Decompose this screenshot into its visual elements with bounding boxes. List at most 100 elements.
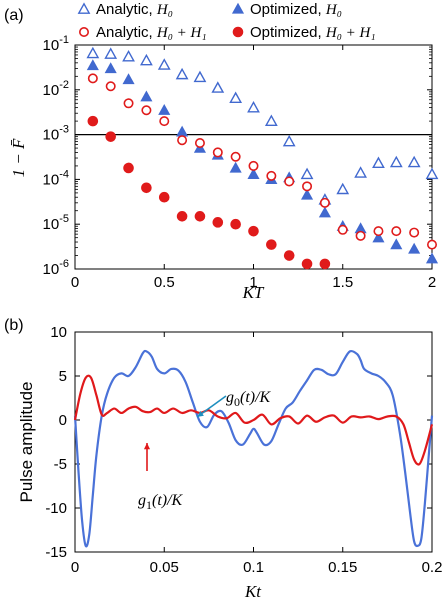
legend-entry-text: Analytic, [96,24,157,41]
data-point [389,155,403,168]
data-point [390,238,403,250]
annotation-subscript: 0 [234,395,240,409]
y-tick-label-exponent: -3 [59,124,69,136]
data-point [230,151,241,162]
panel-a-marks [86,46,439,270]
y-tick-label: 10-3 [43,124,69,144]
legend-entry-text: Analytic, [96,1,157,18]
panel-b-frame [74,331,433,553]
data-point [194,137,205,148]
y-tick-label: -5 [54,456,67,473]
data-point [158,103,171,115]
data-point [301,258,313,270]
series-2 [87,73,437,250]
data-point [337,224,348,235]
annotation-g1-label: g1(t)/K [138,492,184,512]
x-tick-label: 0.15 [328,559,357,576]
series-line-0 [73,349,434,548]
data-point [230,218,241,230]
data-point [354,166,367,178]
annotation-subscript: 1 [146,498,152,512]
x-tick-label: 0.5 [154,274,175,291]
y-tick-label-base: 10 [43,261,60,278]
data-point [122,49,135,62]
data-point [193,70,207,83]
data-point [408,242,421,254]
y-tick-label: 0 [59,412,67,429]
data-point [159,116,170,127]
x-tick-label: 0.2 [422,559,443,576]
x-tick-label: 1.5 [332,274,353,291]
data-point [247,168,260,179]
data-point [212,147,223,158]
data-point [177,135,188,146]
legend-entry-math: H₀ + H₁ [156,25,207,41]
series-line-1 [73,374,434,466]
data-point [355,230,366,241]
y-tick-label: 5 [59,368,67,385]
data-point [141,105,152,116]
annotation-symbol: g [226,389,234,406]
y-tick-label-exponent: -1 [59,34,69,46]
y-tick-label-base: 10 [43,171,60,188]
legend-entry: Analytic, H₀ + H₁ [96,24,207,41]
annotation-g1-arrow [143,443,151,471]
data-point [425,252,439,264]
data-point [372,231,385,243]
data-point [86,46,100,59]
panel-b-lines [73,349,434,548]
data-point [141,182,152,194]
panel-a-y-tick-labels: 10-610-510-410-310-210-1 [43,34,69,278]
annotation-rest: (t)/K [152,492,184,509]
data-point [194,211,206,222]
y-tick-label-exponent: -6 [59,258,69,270]
data-point [104,62,117,74]
y-tick-label-exponent: -2 [59,79,69,91]
y-tick-label: 10-1 [43,34,69,54]
legend-entry: Analytic, H₀ [96,1,173,18]
x-tick-label: 0 [71,274,79,291]
data-point [86,59,99,71]
data-point [105,81,116,92]
y-tick-label: -15 [45,544,67,561]
y-tick-label: -10 [45,500,67,517]
legend-marker [231,2,245,14]
legend-entry-math: H₀ + H₁ [325,25,376,41]
data-point [266,239,277,250]
data-point [140,53,153,66]
x-tick-label: 0 [71,559,79,576]
data-point [140,90,153,102]
panel-a-x-axis-label: KT [242,283,265,302]
x-tick-label: 1 [249,274,257,291]
legend-entry-text: Optimized, [250,1,326,18]
data-point [105,131,116,142]
data-point [211,81,225,93]
x-tick-label: 0.05 [150,559,179,576]
data-point [157,58,171,70]
data-point [122,73,135,85]
data-point [426,239,437,250]
panel-b-y-axis-label: Pulse amplitude [17,382,36,503]
data-point [247,100,260,113]
annotation-g0-label: g0(t)/K [226,389,272,409]
legend-marker [232,26,244,38]
data-point [319,197,330,208]
panel-a-label: (a) [4,7,24,24]
data-point [87,115,99,127]
y-tick-label: 10-5 [43,213,69,233]
data-point [229,91,243,104]
data-point [283,250,295,261]
y-tick-label-exponent: -5 [59,213,69,225]
y-tick-label: 10-4 [43,168,69,188]
data-point [302,181,313,192]
data-point [300,167,314,180]
y-tick-label-base: 10 [43,82,60,99]
panel-a-x-tick-labels: 0 0.5 1 1.5 2 [71,274,436,291]
data-point [264,114,278,126]
panel-a: (a) 10-610-510-410-310-210-1 0 0.5 1 1.5 2 K… [4,1,439,302]
y-tick-label: 10 [50,324,67,341]
data-point [248,160,259,171]
series-1 [86,59,439,264]
